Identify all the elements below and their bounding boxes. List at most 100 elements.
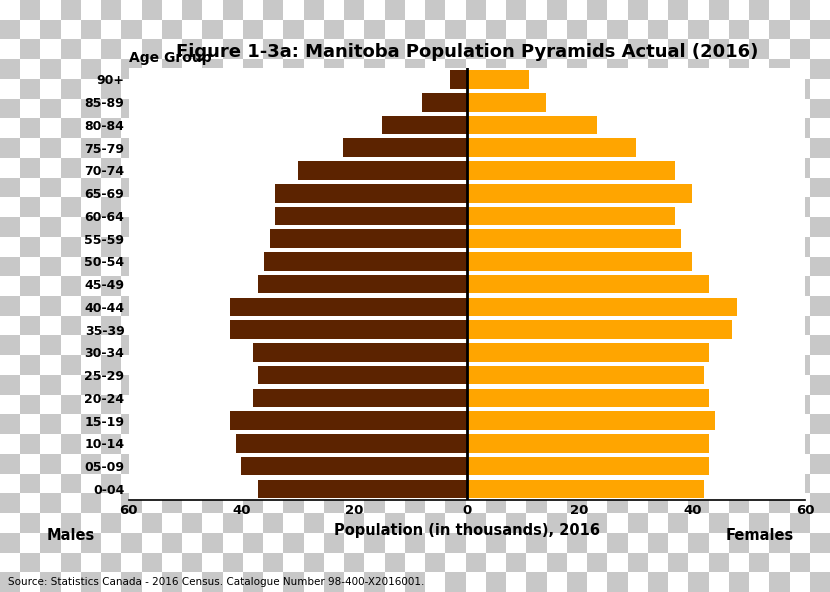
- Bar: [384, 20, 405, 40]
- Bar: [769, 375, 789, 395]
- Bar: [81, 336, 101, 355]
- Bar: [324, 40, 344, 59]
- Bar: [587, 414, 608, 434]
- Bar: [647, 197, 668, 217]
- Bar: [222, 256, 243, 276]
- Bar: [466, 118, 486, 138]
- Bar: [789, 336, 810, 355]
- Bar: [810, 99, 830, 118]
- Bar: [243, 572, 263, 592]
- Bar: [467, 366, 704, 384]
- Bar: [769, 414, 789, 434]
- Bar: [81, 99, 101, 118]
- Bar: [526, 79, 547, 99]
- Bar: [222, 138, 243, 158]
- Bar: [344, 158, 364, 178]
- Bar: [263, 414, 283, 434]
- Bar: [506, 178, 526, 197]
- Bar: [162, 316, 183, 336]
- Bar: [506, 454, 526, 474]
- Bar: [425, 533, 446, 552]
- Bar: [749, 572, 769, 592]
- Bar: [567, 79, 587, 99]
- Bar: [364, 572, 384, 592]
- Bar: [749, 217, 769, 237]
- Bar: [709, 316, 729, 336]
- Bar: [466, 158, 486, 178]
- Bar: [61, 20, 81, 40]
- Bar: [243, 118, 263, 138]
- Bar: [810, 493, 830, 513]
- Bar: [647, 316, 668, 336]
- Bar: [41, 217, 61, 237]
- Bar: [709, 178, 729, 197]
- Bar: [769, 217, 789, 237]
- Bar: [688, 474, 709, 493]
- Bar: [729, 316, 749, 336]
- Bar: [647, 99, 668, 118]
- Bar: [162, 493, 183, 513]
- Bar: [344, 434, 364, 454]
- Bar: [688, 197, 709, 217]
- Bar: [608, 276, 627, 296]
- Bar: [101, 533, 121, 552]
- Bar: [729, 414, 749, 434]
- Bar: [627, 513, 647, 533]
- Bar: [81, 434, 101, 454]
- Bar: [446, 454, 466, 474]
- Bar: [789, 493, 810, 513]
- Bar: [810, 316, 830, 336]
- Bar: [101, 355, 121, 375]
- Bar: [222, 79, 243, 99]
- Bar: [101, 414, 121, 434]
- Bar: [668, 552, 688, 572]
- Bar: [526, 276, 547, 296]
- Bar: [789, 118, 810, 138]
- Bar: [304, 197, 324, 217]
- Bar: [162, 237, 183, 256]
- Bar: [101, 395, 121, 414]
- Bar: [668, 336, 688, 355]
- Bar: [101, 59, 121, 79]
- Bar: [608, 375, 627, 395]
- Bar: [344, 118, 364, 138]
- Bar: [364, 454, 384, 474]
- Bar: [283, 414, 304, 434]
- Bar: [709, 533, 729, 552]
- Bar: [749, 513, 769, 533]
- Bar: [20, 0, 41, 20]
- Bar: [61, 59, 81, 79]
- Bar: [729, 395, 749, 414]
- Bar: [688, 256, 709, 276]
- Bar: [142, 79, 162, 99]
- Bar: [41, 0, 61, 20]
- Bar: [162, 59, 183, 79]
- Bar: [162, 217, 183, 237]
- Bar: [627, 59, 647, 79]
- Bar: [467, 298, 738, 316]
- Bar: [364, 375, 384, 395]
- Bar: [344, 552, 364, 572]
- Bar: [749, 395, 769, 414]
- Bar: [627, 79, 647, 99]
- Bar: [263, 158, 283, 178]
- Bar: [344, 40, 364, 59]
- Bar: [769, 178, 789, 197]
- Bar: [252, 343, 467, 362]
- Bar: [263, 197, 283, 217]
- Bar: [20, 395, 41, 414]
- Bar: [647, 454, 668, 474]
- Bar: [749, 20, 769, 40]
- Bar: [41, 20, 61, 40]
- Bar: [647, 59, 668, 79]
- Bar: [101, 513, 121, 533]
- Bar: [526, 40, 547, 59]
- Bar: [405, 59, 425, 79]
- Bar: [446, 158, 466, 178]
- Bar: [668, 178, 688, 197]
- Bar: [647, 552, 668, 572]
- Bar: [647, 256, 668, 276]
- Bar: [810, 395, 830, 414]
- Bar: [668, 256, 688, 276]
- Bar: [344, 79, 364, 99]
